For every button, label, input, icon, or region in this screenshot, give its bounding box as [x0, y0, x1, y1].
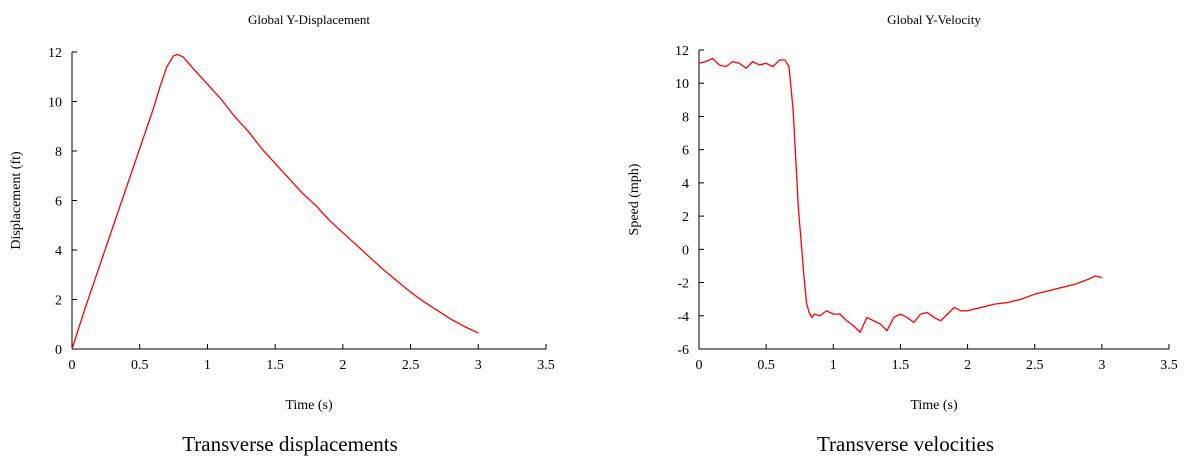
x-tick-label: 1 [830, 358, 837, 373]
y-tick-label: 12 [48, 46, 62, 61]
chart-title: Global Y-Velocity [887, 12, 981, 27]
x-tick-label: 2 [964, 358, 971, 373]
y-axis-label: Speed (mph) [627, 163, 642, 235]
x-tick-label: 3.5 [1160, 358, 1178, 373]
y-tick-label: -2 [677, 277, 689, 292]
series-line [698, 57, 1103, 334]
x-tick-label: 3 [1098, 358, 1105, 373]
x-axis-label: Time (s) [285, 398, 333, 413]
displacement-chart: Global Y-Displacement 0 0.5 1 1.5 2 2.5 3 3.5 0 2 4… [9, 12, 555, 413]
x-tick-label: 1 [204, 358, 211, 373]
y-tick-label: 10 [48, 96, 62, 111]
y-tick-label: 4 [682, 177, 689, 192]
y-tick-label: 10 [675, 77, 689, 92]
y-tick-label: 8 [55, 145, 62, 160]
x-tick-label: 3 [475, 358, 482, 373]
chart-title: Global Y-Displacement [248, 12, 370, 27]
x-tick-label: 2.5 [402, 358, 420, 373]
x-tick-label: 0 [696, 358, 703, 373]
x-tick-label: 1.5 [266, 358, 284, 373]
displacement-caption: Transverse displacements [182, 432, 398, 456]
y-axis-label: Displacement (ft) [9, 151, 24, 250]
velocity-caption: Transverse velocities [816, 432, 995, 456]
y-tick-label: 6 [55, 195, 62, 210]
y-tick-label: 6 [682, 144, 689, 159]
y-tick-label: 0 [55, 343, 62, 358]
x-tick-label: 0.5 [131, 358, 149, 373]
x-tick-label: 0.5 [757, 358, 775, 373]
y-tick-label: -4 [677, 310, 689, 325]
x-tick-label: 2.5 [1026, 358, 1044, 373]
y-tick-label: 8 [682, 110, 689, 125]
x-tick-label: 2 [339, 358, 346, 373]
y-tick-label: 0 [682, 243, 689, 258]
velocity-chart-panel: Global Y-Velocity 0 0.5 1 1.5 2 2.5 3 3.5 -6 -4 -2 0… [620, 0, 1191, 462]
y-tick-label: 2 [682, 210, 689, 225]
velocity-chart: Global Y-Velocity 0 0.5 1 1.5 2 2.5 3 3.5 -6 -4 -2 0… [627, 12, 1178, 413]
x-tick-label: 0 [69, 358, 76, 373]
displacement-chart-panel: Global Y-Displacement 0 0.5 1 1.5 2 2.5 3 3.5 0 2 4… [0, 0, 580, 462]
series-line [71, 53, 479, 350]
x-tick-label: 3.5 [537, 358, 555, 373]
y-tick-label: 4 [55, 244, 62, 259]
x-tick-label: 1.5 [892, 358, 910, 373]
y-tick-label: -6 [677, 343, 689, 358]
y-tick-label: 12 [675, 44, 689, 59]
x-axis-label: Time (s) [910, 398, 958, 413]
y-tick-label: 2 [55, 294, 62, 309]
